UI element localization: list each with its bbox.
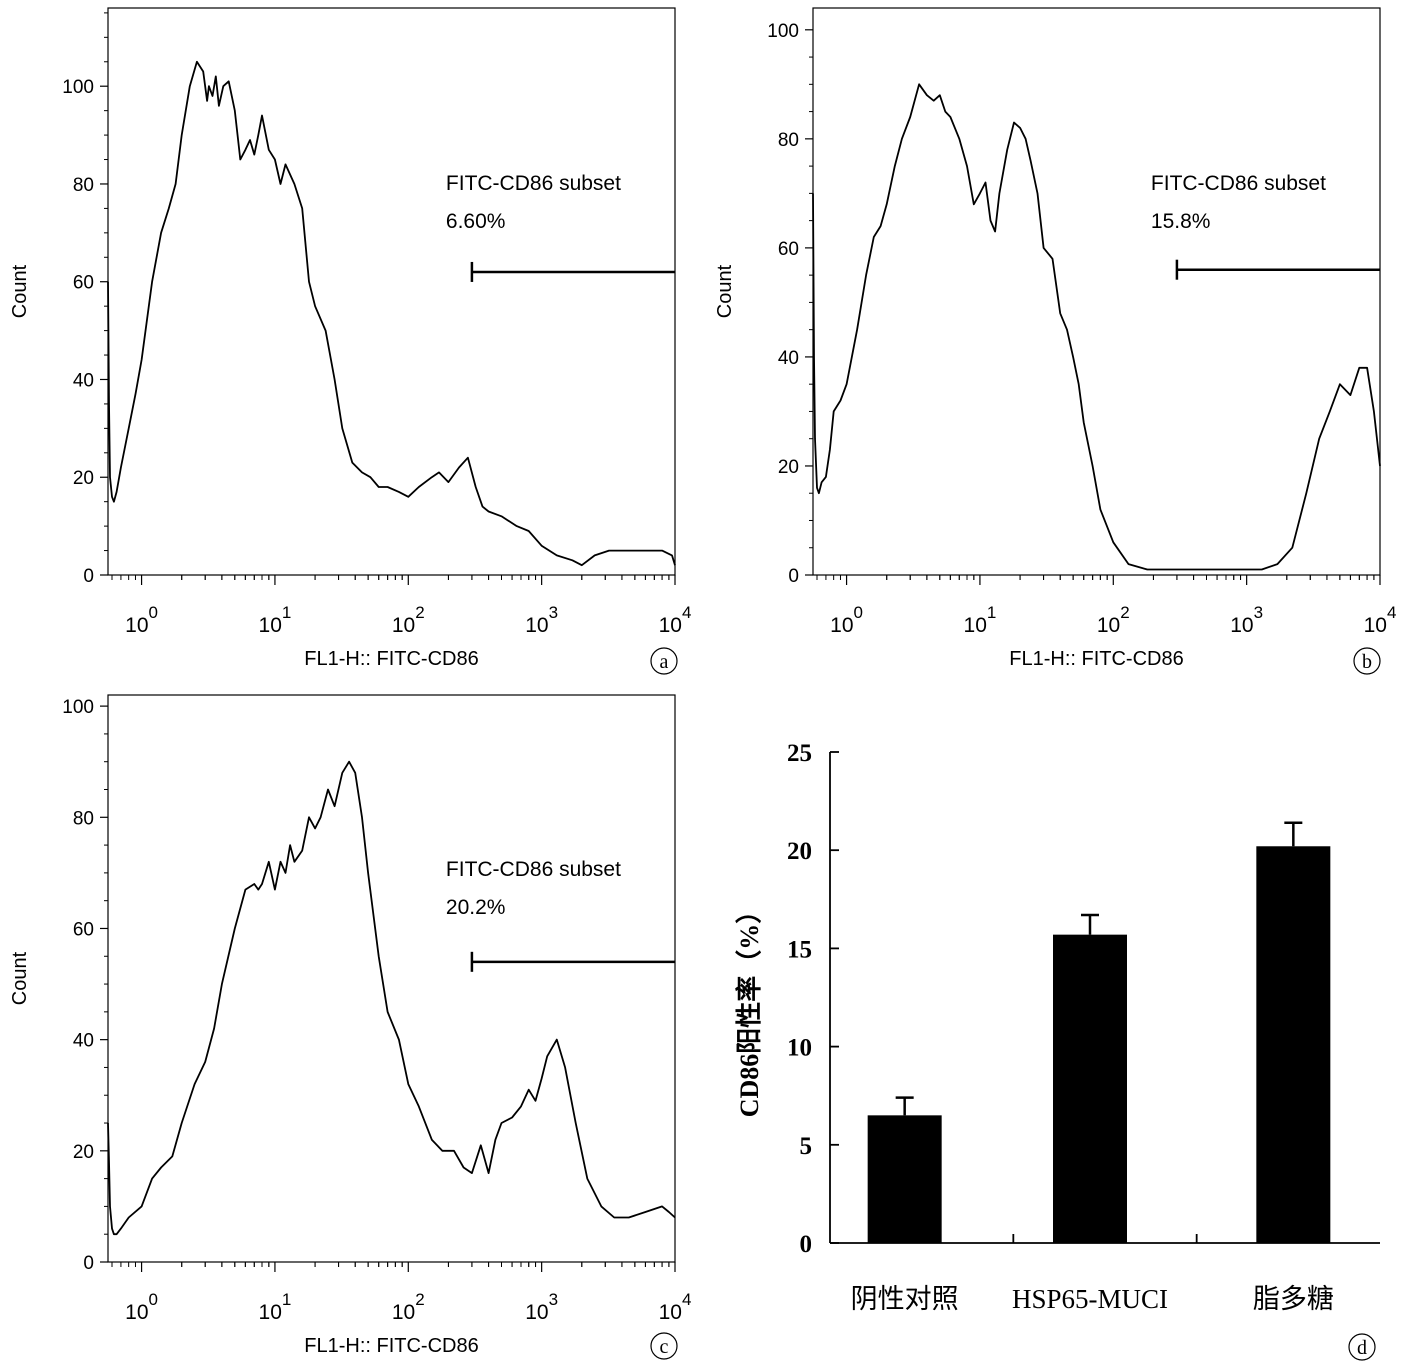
x-tick-label: 100: [125, 1290, 158, 1324]
y-tick-label: 60: [73, 919, 94, 940]
y-tick-label: 80: [73, 175, 94, 196]
y-axis-label: Count: [9, 264, 31, 318]
x-tick-label: 102: [392, 1290, 425, 1324]
x-tick-label: 102: [392, 603, 425, 637]
y-tick-label: 20: [778, 457, 799, 478]
gate-name: FITC-CD86 subset: [446, 172, 621, 195]
x-tick-label: 100: [830, 603, 863, 637]
x-tick-label: 104: [659, 603, 692, 637]
y-tick-label: 40: [778, 348, 799, 369]
y-tick-label: 100: [62, 77, 94, 98]
bar: [867, 1115, 942, 1243]
y-tick-label: 0: [83, 566, 94, 587]
x-tick-label: 104: [659, 1290, 692, 1324]
category-label: 脂多糖: [1253, 1284, 1334, 1314]
panel-label-circle: [650, 647, 678, 675]
x-tick-label: 101: [964, 603, 997, 637]
x-tick-label: 102: [1097, 603, 1130, 637]
x-tick-label: 104: [1364, 603, 1397, 637]
x-tick-label: 101: [259, 603, 292, 637]
y-tick-label: 80: [73, 808, 94, 829]
y-tick-label: 0: [788, 566, 799, 587]
gate-name: FITC-CD86 subset: [1151, 172, 1326, 195]
x-tick-label: 103: [1230, 603, 1263, 637]
x-axis-label: FL1-H:: FITC-CD86: [304, 1335, 478, 1357]
panel-label: a: [660, 651, 669, 673]
y-tick-label: 5: [800, 1133, 813, 1160]
y-tick-label: 100: [767, 21, 799, 42]
gate-value: 6.60%: [446, 210, 506, 233]
gate-name: FITC-CD86 subset: [446, 858, 621, 881]
x-axis-label: FL1-H:: FITC-CD86: [304, 648, 478, 670]
plot-frame: [107, 7, 676, 576]
y-tick-label: 20: [787, 838, 812, 865]
y-tick-label: 20: [73, 1142, 94, 1163]
gate-value: 20.2%: [446, 896, 506, 919]
histogram-line: [107, 760, 676, 1236]
x-tick-label: 103: [525, 1290, 558, 1324]
bar-chart-panel-d: 0 5 10 15 20 25 阴性对照 HSP65-MUCI 脂多糖 CD86阳性率（%） d: [734, 740, 1380, 1361]
y-tick-label: 80: [778, 130, 799, 151]
histogram-line: [812, 83, 1381, 571]
x-axis-label: FL1-H:: FITC-CD86: [1009, 648, 1183, 670]
bar: [1256, 846, 1331, 1243]
panel-label: b: [1362, 651, 1372, 673]
y-tick-label: 60: [778, 239, 799, 260]
y-axis-label: Count: [9, 951, 31, 1005]
y-tick-label: 40: [73, 370, 94, 391]
category-label: HSP65-MUCI: [1012, 1284, 1168, 1314]
x-tick-label: 101: [259, 1290, 292, 1324]
x-tick-label: 100: [125, 603, 158, 637]
y-tick-label: 60: [73, 273, 94, 294]
panel-label-circle: [1353, 647, 1381, 675]
y-tick-label: 40: [73, 1031, 94, 1052]
panel-label: d: [1357, 1337, 1367, 1359]
panel-label-circle: [650, 1332, 678, 1360]
panel-label: c: [660, 1336, 669, 1358]
y-tick-label: 15: [787, 936, 812, 963]
plot-frame: [107, 694, 676, 1263]
y-tick-label: 10: [787, 1035, 812, 1062]
y-tick-label: 100: [62, 697, 94, 718]
x-tick-label: 103: [525, 603, 558, 637]
y-tick-label: 20: [73, 468, 94, 489]
gate-value: 15.8%: [1151, 210, 1211, 233]
y-tick-label: 0: [800, 1231, 813, 1258]
y-axis-label: Count: [714, 264, 736, 318]
y-tick-label: 25: [787, 740, 812, 767]
panel-label-circle: [1348, 1333, 1376, 1361]
y-tick-label: 0: [83, 1253, 94, 1274]
y-axis-label: CD86阳性率（%）: [734, 898, 764, 1118]
bar: [1053, 934, 1127, 1243]
category-label: 阴性对照: [851, 1284, 959, 1314]
histogram-line: [107, 60, 676, 567]
